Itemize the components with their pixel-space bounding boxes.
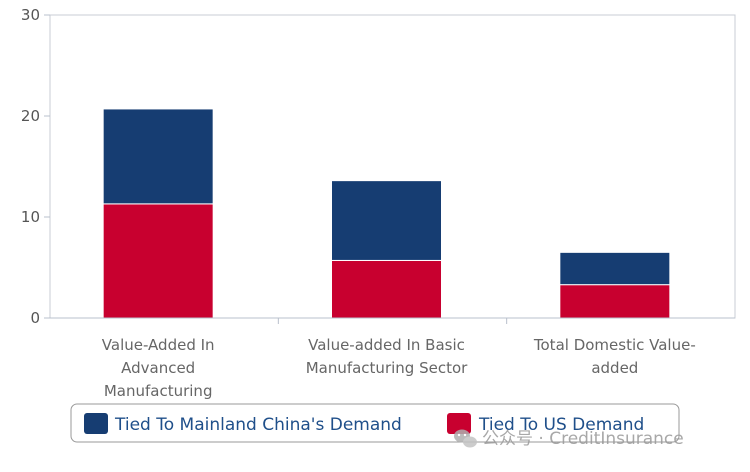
bar-segment-us-1	[331, 259, 442, 319]
bar-segment-china-2	[559, 251, 671, 286]
x-category-label-1: Value-added In Basic Manufacturing Sector	[306, 336, 468, 377]
wechat-icon	[454, 429, 477, 448]
y-tick-label: 30	[21, 6, 40, 24]
legend: Tied To Mainland China's Demand Tied To …	[70, 403, 680, 443]
y-tick-label: 0	[30, 309, 40, 327]
legend-swatch-china	[84, 413, 108, 434]
legend-label-china: Tied To Mainland China's Demand	[114, 415, 402, 435]
x-axis: Value-Added In Advanced Manufacturing Value…	[102, 318, 696, 400]
bar-segment-china-0	[102, 108, 214, 205]
legend-box	[70, 403, 680, 443]
x-category-label-0: Value-Added In Advanced Manufacturing	[102, 336, 215, 400]
bar-segment-us-2	[559, 284, 671, 319]
bar-segment-china-1	[331, 180, 442, 261]
y-tick-label: 20	[21, 107, 40, 125]
x-category-label-2: Total Domestic Value-added	[533, 336, 696, 377]
watermark: 公众号 · CreditInsurance	[454, 429, 684, 449]
legend-label-us: Tied To US Demand	[478, 415, 644, 435]
bars	[102, 108, 671, 319]
y-axis: 0 10 20 30	[21, 6, 50, 327]
watermark-text: 公众号 · CreditInsurance	[482, 429, 684, 449]
y-tick-label: 10	[21, 208, 40, 226]
bar-segment-us-0	[102, 203, 214, 319]
legend-swatch-us	[447, 413, 471, 434]
